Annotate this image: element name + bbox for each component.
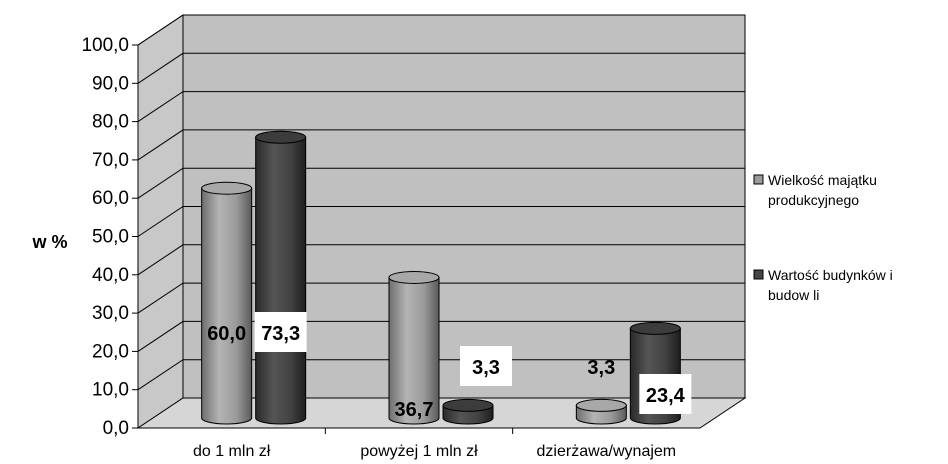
gridline: [137, 282, 745, 314]
gridline: [137, 167, 745, 199]
data-label-box: [639, 374, 692, 414]
category-label: powyżej 1 mln zł: [360, 443, 478, 460]
gridline: [137, 320, 745, 352]
y-tick-label: 50,0: [92, 227, 129, 248]
bar-top: [388, 270, 440, 284]
bar-top: [201, 181, 253, 195]
data-label: 3,3: [587, 357, 615, 379]
y-tick-label: 80,0: [92, 112, 129, 133]
bar-group: [442, 398, 494, 425]
gridline: [137, 244, 745, 276]
gridline: [137, 206, 745, 237]
bar-top: [575, 398, 627, 412]
data-label: 73,3: [261, 323, 300, 345]
y-tick-label: 100,0: [81, 35, 129, 56]
data-label: 36,7: [395, 399, 434, 421]
data-label-box: [254, 312, 307, 352]
y-tick-label: 0,0: [103, 418, 129, 439]
y-tick-label: 60,0: [92, 188, 129, 209]
legend-swatch: [753, 269, 764, 280]
bar-group: [575, 398, 627, 425]
bar-group: [255, 130, 307, 425]
category-label: dzierżawa/wynajem: [537, 443, 677, 460]
bar-top: [442, 398, 494, 412]
y-axis-label: w %: [31, 232, 67, 252]
y-tick-label: 30,0: [92, 303, 129, 324]
data-label: 3,3: [472, 357, 500, 379]
data-label-box: [460, 346, 512, 386]
bar-top: [629, 321, 681, 335]
gridline: [137, 359, 745, 391]
legend-swatch: [753, 174, 764, 185]
legend-text: produkcyjnego: [768, 192, 859, 208]
bar-group: [388, 270, 440, 425]
legend-text: Wartość budynków i: [768, 267, 893, 283]
bar-body: [388, 276, 440, 425]
y-tick-label: 10,0: [92, 380, 129, 401]
y-tick-label: 20,0: [92, 341, 129, 362]
legend-text: Wielkość majątku: [768, 172, 877, 188]
category-label: do 1 mln zł: [193, 443, 271, 460]
gridline: [137, 14, 745, 46]
gridline: [137, 129, 745, 161]
data-label: 60,0: [207, 323, 246, 345]
bar-body: [255, 136, 307, 425]
gridline: [137, 52, 745, 84]
bar-body: [201, 187, 253, 425]
legend-text: budow li: [768, 287, 819, 303]
y-tick-label: 40,0: [92, 265, 129, 286]
gridline: [137, 91, 745, 123]
bar-group: [201, 181, 253, 425]
y-tick-label: 90,0: [92, 73, 129, 94]
data-label: 23,4: [646, 385, 686, 407]
bar-top: [255, 130, 307, 144]
y-tick-label: 70,0: [92, 150, 129, 171]
